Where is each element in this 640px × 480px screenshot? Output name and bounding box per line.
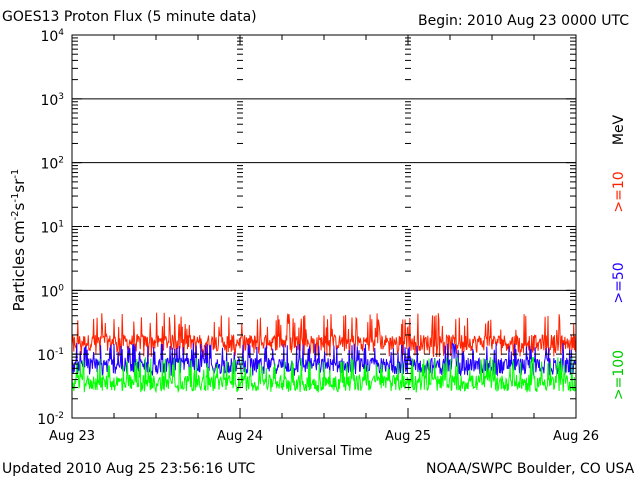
y-tick-label: 101 [40,220,64,237]
legend-ge10: >=10 [611,171,627,212]
chart-title: GOES13 Proton Flux (5 minute data) [2,9,257,25]
legend-ge50: >=50 [611,262,627,303]
y-tick-label: 100 [40,283,64,300]
series-line-0 [71,312,577,358]
credit: NOAA/SWPC Boulder, CO USA [426,461,635,477]
x-tick-label: Aug 23 [49,429,95,444]
y-tick-label: 10-2 [37,411,64,428]
y-tick-label: 10-1 [37,347,64,364]
x-tick-label: Aug 24 [217,429,263,444]
x-tick-label: Aug 26 [553,429,599,444]
updated-time: Updated 2010 Aug 25 23:56:16 UTC [2,461,256,477]
y-tick-label: 103 [40,92,64,109]
y-tick-label: 102 [40,156,64,173]
legend-ge100: >=100 [611,350,627,400]
begin-time: Begin: 2010 Aug 23 0000 UTC [418,13,629,29]
y-axis-label: Particles cm-2s-1sr-1 [10,169,28,312]
x-tick-label: Aug 25 [385,429,431,444]
legend-unit: MeV [611,114,627,145]
x-axis-label: Universal Time [276,444,373,459]
series-line-2 [71,357,577,394]
y-tick-label: 104 [40,28,64,45]
